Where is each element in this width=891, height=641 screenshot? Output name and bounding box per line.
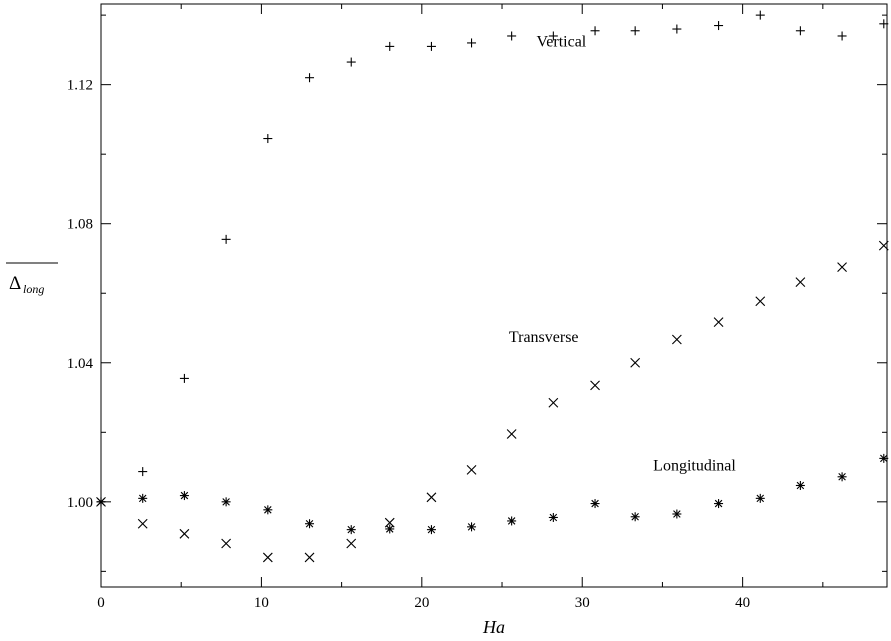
data-point-asterisk — [755, 493, 765, 503]
data-point-plus — [179, 373, 189, 383]
data-point-asterisk — [548, 512, 558, 522]
data-point-asterisk — [221, 497, 231, 507]
data-point-asterisk — [346, 525, 356, 535]
data-point-cross — [590, 380, 600, 391]
data-point-cross — [346, 538, 357, 549]
data-point-cross — [795, 277, 806, 288]
x-axis-label: Ha — [482, 617, 505, 637]
y-axis-label: Δ long — [6, 262, 58, 296]
x-tick-label: 10 — [254, 595, 269, 611]
data-point-asterisk — [467, 522, 477, 532]
data-point-cross — [878, 240, 889, 251]
data-point-plus — [138, 467, 148, 477]
data-point-asterisk — [263, 505, 273, 515]
data-point-plus — [714, 21, 724, 31]
x-tick-label: 20 — [414, 595, 429, 611]
series-label: Transverse — [509, 329, 579, 346]
data-point-plus — [467, 38, 477, 48]
series-annotations: Vertical Transverse Longitudinal — [509, 33, 736, 474]
data-point-cross — [221, 538, 232, 549]
data-point-plus — [590, 26, 600, 36]
data-point-cross — [466, 464, 477, 475]
data-point-asterisk — [879, 453, 889, 463]
data-point-plus — [385, 41, 395, 51]
data-point-plus — [879, 19, 889, 29]
data-point-plus — [755, 10, 765, 20]
x-tick-label: 40 — [735, 595, 750, 611]
data-point-asterisk — [837, 472, 847, 482]
data-point-plus — [837, 31, 847, 41]
data-point-asterisk — [795, 480, 805, 490]
data-point-plus — [426, 41, 436, 51]
y-tick-label: 1.00 — [67, 495, 93, 511]
data-point-cross — [304, 552, 315, 563]
data-point-cross — [837, 262, 847, 273]
data-point-cross — [506, 429, 517, 439]
data-point-cross — [671, 334, 682, 345]
data-point-asterisk — [672, 509, 682, 519]
plot-frame — [100, 3, 888, 588]
series-label: Longitudinal — [653, 458, 736, 475]
data-point-asterisk — [507, 516, 517, 526]
y-axis-label-subscript: long — [23, 282, 44, 296]
data-point-cross — [262, 552, 273, 563]
data-point-plus — [672, 24, 682, 34]
data-point-cross — [426, 492, 437, 503]
y-tick-label: 1.08 — [67, 217, 93, 233]
y-tick-label: 1.12 — [67, 78, 93, 94]
x-tick-label: 0 — [97, 595, 105, 611]
data-point-cross — [179, 528, 190, 539]
data-point-plus — [507, 31, 517, 41]
y-axis-label-main: Δ — [9, 273, 21, 294]
data-point-asterisk — [305, 519, 315, 529]
data-point-asterisk — [385, 524, 395, 534]
data-point-plus — [221, 234, 231, 244]
data-point-asterisk — [590, 499, 600, 509]
data-point-cross — [713, 317, 724, 327]
data-markers — [96, 10, 889, 563]
data-point-cross — [755, 296, 766, 307]
data-point-cross — [630, 357, 641, 368]
data-point-asterisk — [96, 497, 106, 507]
data-point-plus — [795, 26, 805, 36]
data-point-plus — [630, 26, 640, 36]
data-point-plus — [548, 31, 558, 41]
data-point-asterisk — [426, 525, 436, 535]
data-point-cross — [137, 518, 148, 529]
data-point-plus — [305, 73, 315, 83]
data-point-asterisk — [714, 499, 724, 509]
axis-ticks — [100, 4, 887, 587]
data-point-plus — [263, 134, 273, 144]
axis-tick-labels: 0 10 20 30 40 1.00 1.04 1.08 1.12 — [67, 78, 750, 611]
data-point-plus — [346, 57, 356, 67]
y-tick-label: 1.04 — [67, 356, 94, 372]
data-point-asterisk — [138, 493, 148, 503]
x-tick-label: 30 — [575, 595, 590, 611]
data-point-asterisk — [179, 491, 189, 501]
series-label: Vertical — [536, 33, 586, 50]
data-point-cross — [548, 397, 559, 408]
data-point-asterisk — [630, 512, 640, 522]
